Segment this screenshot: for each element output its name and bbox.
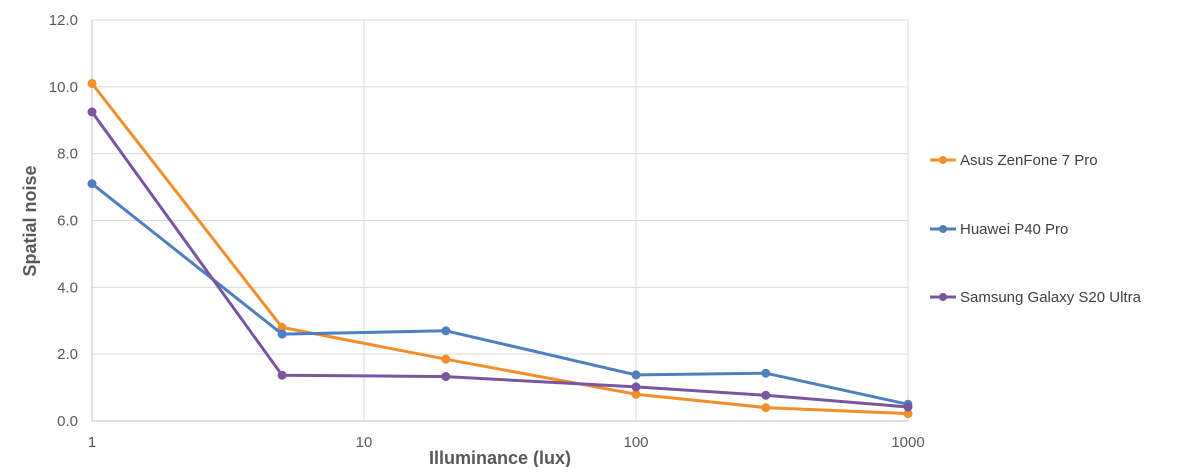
series-2 [87,107,913,412]
y-tick-label: 6.0 [57,213,78,230]
data-point [277,329,287,339]
legend-item: Samsung Galaxy S20 Ultra [930,289,1142,306]
data-point [631,389,641,399]
legend-item: Huawei P40 Pro [930,221,1068,238]
data-point [87,107,97,117]
grid [91,19,909,422]
data-point [87,179,97,189]
x-tick-labels: 1 10 100 1000 [88,434,925,451]
data-point [441,372,451,382]
y-tick-label: 0.0 [57,413,78,430]
data-point [277,370,287,380]
legend-swatch-marker [939,293,947,301]
data-point [761,368,771,378]
x-tick-label: 1000 [891,434,924,451]
y-tick-label: 8.0 [57,146,78,163]
data-point [903,409,913,419]
x-tick-label: 10 [356,434,373,451]
x-tick-label: 100 [623,434,648,451]
y-tick-label: 2.0 [57,346,78,363]
x-axis-title: Illuminance (lux) [429,448,571,467]
y-axis-title: Spatial noise [20,165,40,276]
legend-label: Huawei P40 Pro [960,221,1068,238]
series-line [90,182,910,406]
series-0 [87,78,913,419]
x-tick-label: 1 [88,434,96,451]
y-tick-labels: 0.0 2.0 4.0 6.0 8.0 10.0 12.0 [49,12,78,430]
series-line [90,110,910,409]
legend-swatch-marker [939,156,947,164]
data-point [903,402,913,412]
y-tick-label: 4.0 [57,279,78,296]
legend-swatch-marker [939,225,947,233]
data-point [441,354,451,364]
data-point [441,326,451,336]
legend-item: Asus ZenFone 7 Pro [930,152,1098,169]
y-tick-label: 12.0 [49,12,78,29]
y-tick-label: 10.0 [49,79,78,96]
series-1 [87,179,913,409]
data-point [277,322,287,332]
data-point [87,78,97,88]
legend-label: Samsung Galaxy S20 Ultra [960,289,1142,306]
legend-label: Asus ZenFone 7 Pro [960,152,1098,169]
series-line [90,82,910,416]
legend: Asus ZenFone 7 Pro Huawei P40 Pro Samsung … [930,152,1142,306]
data-point [761,390,771,400]
data-point [631,382,641,392]
data-point [631,370,641,380]
data-point [761,403,771,413]
series-group [87,78,913,419]
